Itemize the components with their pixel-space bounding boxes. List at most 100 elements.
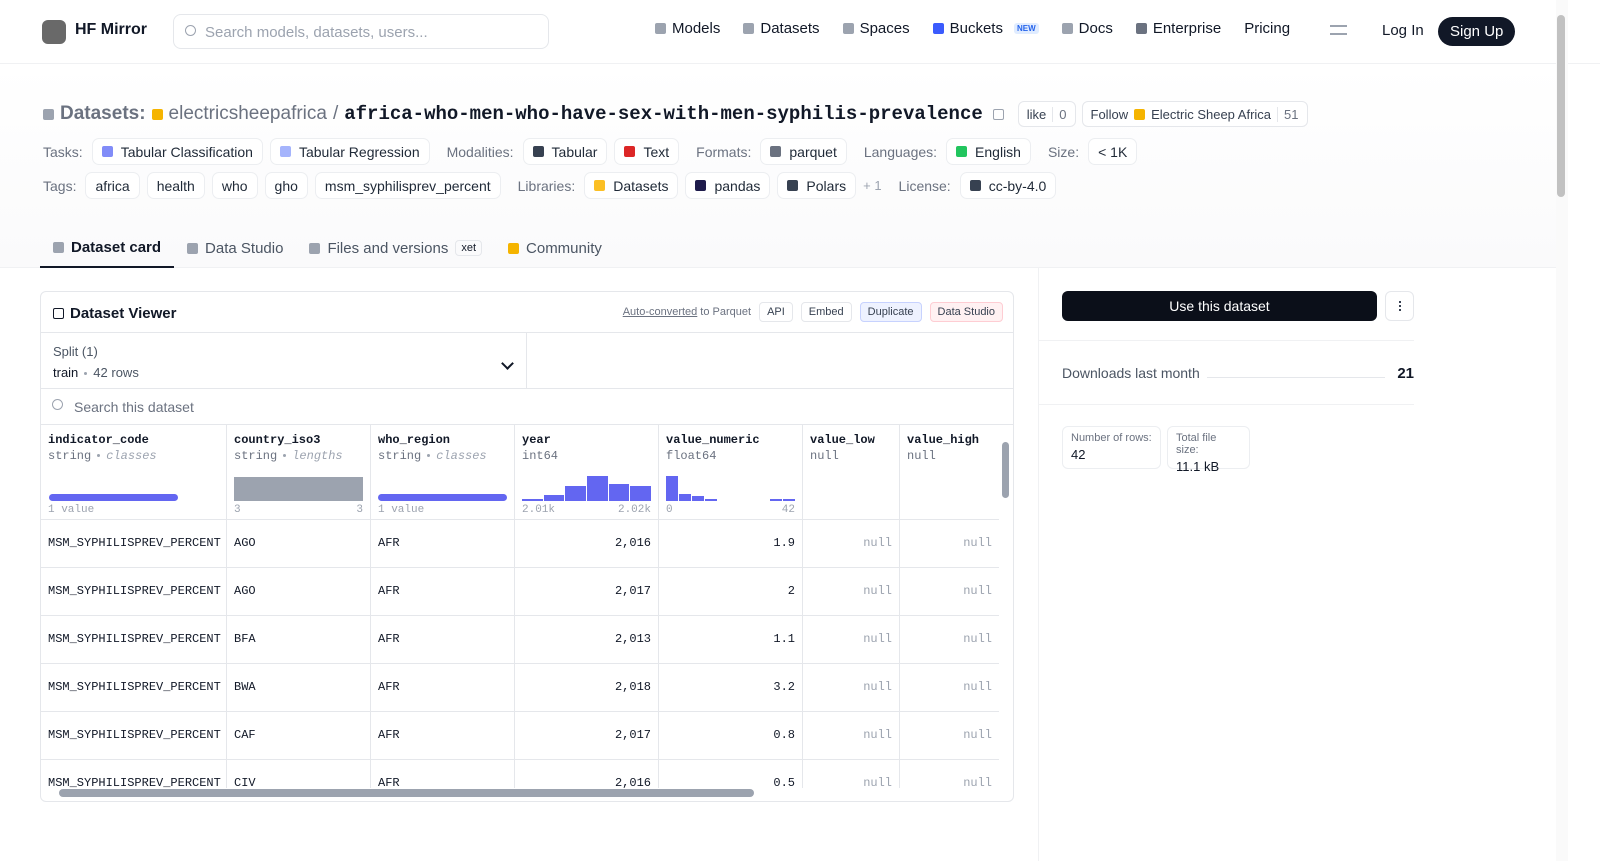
chip[interactable]: Polars (777, 172, 857, 199)
chip[interactable]: < 1K (1088, 138, 1138, 165)
table-cell: null (963, 584, 992, 598)
viewer-button[interactable]: Data Studio (929, 302, 1003, 322)
chip-icon (695, 180, 707, 191)
table-row[interactable]: MSM_SYPHILISPREV_PERCENT AGO AFR 2,016 1.9 nu… (41, 520, 999, 568)
login[interactable]: Log In (1382, 22, 1424, 39)
section[interactable]: Datasets: (60, 103, 146, 124)
table-cell: 2,016 (515, 520, 659, 568)
split-panel (527, 332, 1013, 388)
chip-text: msm_syphilisprev_percent (324, 177, 491, 194)
column-header[interactable]: value_low null (803, 425, 900, 519)
meta-label: Tasks: (43, 143, 83, 160)
follow-org: Electric Sheep Africa (1151, 106, 1272, 122)
size-value: 11.1 kB (1176, 459, 1220, 474)
nav-link[interactable]: Spaces (842, 20, 910, 37)
tab[interactable]: Files and versions xet (296, 228, 495, 268)
nav-link[interactable]: Models (655, 20, 720, 37)
table-cell: MSM_SYPHILISPREV_PERCENT (41, 760, 227, 788)
meta-label: Tags: (43, 177, 77, 194)
table-cell: null (803, 616, 900, 664)
chip[interactable]: cc-by-4.0 (959, 172, 1057, 199)
column-type: null (810, 449, 839, 463)
column-type: string lengths (234, 449, 363, 463)
nav-link[interactable]: Enterprise (1135, 20, 1221, 37)
like-button[interactable]: like 0 (1017, 101, 1076, 127)
split-info: train 42 rows (53, 365, 514, 380)
chip[interactable]: africa (85, 172, 140, 199)
chip-text: English (975, 143, 1021, 160)
nav-link[interactable]: Buckets NEW (932, 20, 1039, 37)
split-selector[interactable]: Split (1) train 42 rows (41, 332, 527, 388)
chip[interactable]: msm_syphilisprev_percent (314, 172, 501, 199)
more-button[interactable] (1385, 291, 1414, 321)
viewer-title: Dataset Viewer (53, 305, 176, 322)
viewer-button[interactable]: Duplicate (859, 302, 922, 322)
tab[interactable]: Data Studio (174, 228, 296, 268)
chip[interactable]: pandas (685, 172, 771, 199)
column-header[interactable]: who_region string classes 1 value (371, 425, 515, 519)
table-row[interactable]: MSM_SYPHILISPREV_PERCENT BFA AFR 2,013 1.1 nu… (41, 616, 999, 664)
viewer-button[interactable]: API (759, 302, 793, 322)
more-libraries[interactable]: + 1 (863, 178, 882, 193)
viewer-button[interactable]: Embed (800, 302, 852, 322)
chip[interactable]: gho (264, 172, 308, 199)
chip[interactable]: parquet (760, 138, 847, 165)
search-placeholder: Search models, datasets, users... (205, 24, 428, 41)
table-cell: 3.2 (659, 664, 803, 712)
column-header[interactable]: value_numeric float64 0 42 (659, 425, 803, 519)
column-header[interactable]: value_high null (900, 425, 999, 519)
tab-icon (508, 242, 520, 254)
column-header[interactable]: country_iso3 string lengths 3 3 (227, 425, 371, 519)
mini-chart (234, 473, 363, 501)
chip-icon (956, 146, 968, 157)
column-header[interactable]: indicator_code string classes 1 value (41, 425, 227, 519)
viewer-actions: Auto-converted to Parquet API Embed Duplic… (623, 302, 1003, 322)
tab-label: Dataset card (71, 238, 162, 256)
logo[interactable] (42, 20, 66, 44)
tab-label: Data Studio (205, 239, 284, 257)
use-dataset-button[interactable]: Use this dataset (1062, 291, 1377, 321)
chip[interactable]: Datasets (584, 172, 679, 199)
chip[interactable]: English (946, 138, 1031, 165)
chip[interactable]: Tabular (522, 138, 608, 165)
signup[interactable]: Sign Up (1438, 17, 1516, 46)
auto-converted[interactable]: Auto-converted (622, 306, 698, 318)
table-icon (53, 308, 64, 319)
search-box[interactable]: Search models, datasets, users... (173, 14, 549, 49)
rows-label: Number of rows: (1071, 432, 1152, 444)
table-row[interactable]: MSM_SYPHILISPREV_PERCENT CIV AFR 2,016 0.5 nu… (41, 760, 999, 788)
owner[interactable]: electricsheepafrica (168, 103, 327, 124)
chip[interactable]: health (146, 172, 205, 199)
table-row[interactable]: MSM_SYPHILISPREV_PERCENT AGO AFR 2,017 2 null… (41, 568, 999, 616)
dataset-name[interactable]: africa-who-men-who-have-sex-with-men-syp… (344, 103, 983, 125)
brand[interactable]: HF Mirror (75, 21, 147, 38)
table-cell: 2,018 (515, 664, 659, 712)
hist-bar (543, 495, 565, 501)
split-name: train (53, 365, 79, 380)
follow-button[interactable]: Follow Electric Sheep Africa 51 (1081, 101, 1308, 127)
chip[interactable]: Tabular Regression (269, 138, 430, 165)
nav-link[interactable]: Pricing (1244, 20, 1290, 37)
org-avatar (151, 108, 163, 120)
table-cell: 2 (659, 568, 803, 616)
tab[interactable]: Dataset card (40, 228, 175, 268)
tab-icon (309, 242, 321, 254)
nav-link[interactable]: Docs (1061, 20, 1113, 37)
table-row[interactable]: MSM_SYPHILISPREV_PERCENT BWA AFR 2,018 3.2 nu… (41, 664, 999, 712)
horizontal-scrollbar[interactable] (59, 789, 754, 797)
tab[interactable]: Community (495, 228, 615, 268)
follower-count: 51 (1277, 106, 1299, 122)
vertical-scrollbar[interactable] (1002, 442, 1009, 498)
nav-link[interactable]: Datasets (743, 20, 820, 37)
copy-button[interactable] (992, 108, 1004, 120)
chip[interactable]: Text (614, 138, 680, 165)
viewer-search[interactable]: Search this dataset (41, 388, 1013, 425)
table-row[interactable]: MSM_SYPHILISPREV_PERCENT CAF AFR 2,017 0.8 nu… (41, 712, 999, 760)
column-header[interactable]: year int64 2.01k 2.02k (515, 425, 659, 519)
chip[interactable]: who (211, 172, 258, 199)
chip[interactable]: Tabular Classification (91, 138, 263, 165)
page-scroll-thumb[interactable] (1557, 15, 1565, 197)
column-min: 1 value (378, 504, 425, 516)
menu-button[interactable] (1330, 25, 1347, 35)
